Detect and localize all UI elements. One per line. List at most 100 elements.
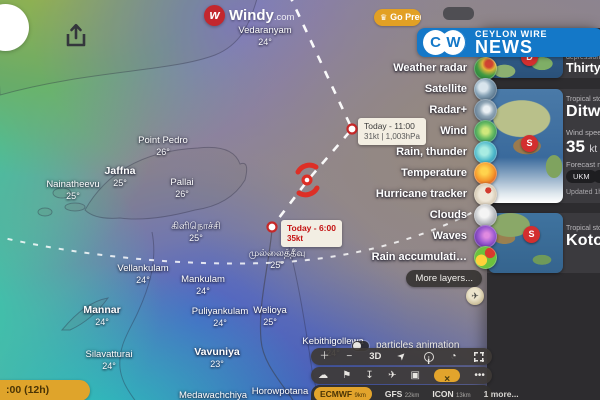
layer-menu-item-wind[interactable]: Wind <box>440 119 497 143</box>
layer-menu-item-waves[interactable]: Waves <box>432 224 497 248</box>
map-place-label: Vellankulam 24° <box>117 263 169 285</box>
track-point-0600[interactable] <box>266 221 278 233</box>
layer-menu-item-clouds[interactable]: Clouds <box>429 203 497 227</box>
cw-mark: C W <box>423 29 471 56</box>
windy-logo-icon: w <box>204 5 225 26</box>
storm-name[interactable]: Ditwah <box>566 103 600 120</box>
search-bubble[interactable] <box>0 4 29 51</box>
storm-category: Tropical storm <box>566 225 600 232</box>
layer-label: Radar+ <box>429 104 467 116</box>
weather-picker-button[interactable]: ☁ <box>318 370 329 381</box>
go-premium-button[interactable]: ♛Go Premium <box>374 9 421 26</box>
flights-layer-icon[interactable]: ✈ <box>466 287 484 305</box>
layer-menu-item-satellite[interactable]: Satellite <box>424 77 497 101</box>
layer-label: Wind <box>440 125 467 137</box>
webcams-button[interactable]: ▣ <box>410 370 420 381</box>
info-button[interactable]: i <box>423 351 434 367</box>
map-place-label: Point Pedro 26° <box>138 135 188 157</box>
map-place-label: Horowpotana <box>251 386 309 397</box>
wind-flag-button[interactable]: ⚑ <box>342 370 352 381</box>
timeline-now-badge[interactable]: :00 (12h) <box>0 380 90 400</box>
layer-label: Rain, thunder <box>396 146 467 158</box>
zoom-out-button[interactable]: − <box>346 351 353 362</box>
hurricane-layer-icon[interactable] <box>474 182 497 206</box>
storm-name[interactable]: Koto <box>566 232 600 249</box>
storm-category: Tropical storm <box>566 96 600 103</box>
map-place-label: கிளிநொச்சி 25° <box>171 221 221 243</box>
temperature-layer-icon[interactable] <box>474 161 497 185</box>
map-place-label: முல்லைத்தீவு 25° <box>248 248 306 270</box>
popup-detail: 35kt <box>287 233 304 243</box>
storm-category: depression <box>566 54 600 61</box>
cw-line1: CEYLON WIRE <box>475 29 548 39</box>
share-icon[interactable] <box>63 22 89 50</box>
layer-menu-item-radar[interactable]: Weather radar <box>393 56 497 80</box>
layer-label: Hurricane tracker <box>375 188 467 200</box>
3d-toggle-button[interactable]: 3D <box>369 351 382 362</box>
map-place-label: Mankulam 24° <box>181 274 225 296</box>
clouds-layer-icon[interactable] <box>474 203 497 227</box>
particles-animation-control: particles animation <box>352 340 459 351</box>
model-picker: ECMWF 9km GFS 22km ICON 13km 1 more... <box>311 385 519 400</box>
wind-layer-icon[interactable] <box>474 119 497 143</box>
map-place-label: Nainatheevu 25° <box>46 179 100 201</box>
windy-logo[interactable]: w Windy .com <box>204 5 294 26</box>
more-layers-button[interactable]: More layers... <box>406 270 482 287</box>
layer-label: Clouds <box>429 209 467 221</box>
zoom-in-button[interactable]: ＋ <box>319 351 330 362</box>
layer-label: Satellite <box>424 83 467 95</box>
layer-menu-item-rain[interactable]: Rain, thunder <box>396 140 497 164</box>
storm-name[interactable]: Thirtyfour <box>566 61 600 75</box>
track-point-1100[interactable] <box>346 123 358 135</box>
storm-marker: S <box>521 135 538 152</box>
more-models-button[interactable]: 1 more... <box>483 388 519 399</box>
cyclone-icon[interactable] <box>295 162 320 198</box>
map-place-label: Puliyankulam 24° <box>191 306 249 328</box>
gauge-button[interactable]: ◔ <box>450 351 457 362</box>
forecast-models-label: Forecast models <box>566 160 600 169</box>
wind-speed-value: 35 kt <box>566 137 598 156</box>
cw-line2: NEWS <box>475 37 533 57</box>
more-button[interactable]: ••• <box>474 370 485 381</box>
radarplus-layer-icon[interactable] <box>474 98 497 122</box>
map-controls-row1: ＋ − 3D ➤ i ◔ <box>311 348 492 367</box>
close-button[interactable]: × <box>434 369 461 385</box>
my-location-button[interactable]: ➤ <box>395 349 410 364</box>
accum-layer-icon[interactable] <box>474 245 497 269</box>
model-button-ukm[interactable]: UKM <box>566 170 597 183</box>
satellite-layer-icon[interactable] <box>474 77 497 101</box>
fullscreen-button[interactable] <box>473 351 484 362</box>
map-place-label: Pallai 26° <box>170 177 194 199</box>
track-popup-0600: Today - 6:00 35kt <box>281 220 342 247</box>
rain-layer-icon[interactable] <box>474 140 497 164</box>
layer-menu-item-accum[interactable]: Rain accumulati… <box>372 245 497 269</box>
particles-toggle[interactable] <box>352 340 369 351</box>
model-gfs[interactable]: GFS 22km <box>384 388 420 399</box>
model-ecmwf[interactable]: ECMWF 9km <box>314 386 372 400</box>
layer-menu-item-temperature[interactable]: Temperature <box>401 161 497 185</box>
sounding-button[interactable]: ↧ <box>365 370 374 381</box>
layer-label: Weather radar <box>393 62 467 74</box>
model-icon[interactable]: ICON 13km <box>432 388 471 399</box>
popup-time: Today - 6:00 <box>287 223 336 233</box>
popup-time: Today - 11:00 <box>364 121 415 131</box>
map-place-label: Mannar 24° <box>83 304 121 327</box>
layer-label: Waves <box>432 230 467 242</box>
layer-menu-item-radarplus[interactable]: Radar+ <box>429 98 497 122</box>
crown-icon: ♛ <box>380 13 388 22</box>
map-place-label: Jaffna 25° <box>104 165 136 188</box>
menu-button[interactable] <box>443 7 474 20</box>
map-place-label: Vavuniya 23° <box>194 346 240 369</box>
flights-button[interactable]: ✈ <box>387 370 397 381</box>
hurricane-tracker-panel: D depression Thirtyfour S Tropical storm… <box>487 28 600 400</box>
layer-label: Temperature <box>401 167 467 179</box>
model-button-imd[interactable]: IMD <box>593 170 600 183</box>
popup-detail: 31kt | 1,003hPa <box>364 131 420 141</box>
storm-card-thumbnail[interactable] <box>488 213 563 273</box>
waves-layer-icon[interactable] <box>474 224 497 248</box>
layer-menu-item-hurricane[interactable]: Hurricane tracker <box>375 182 497 206</box>
radar-layer-icon[interactable] <box>474 56 497 80</box>
updated-timestamp: Updated 1h 1 <box>566 189 600 196</box>
west-coastline <box>119 231 155 400</box>
